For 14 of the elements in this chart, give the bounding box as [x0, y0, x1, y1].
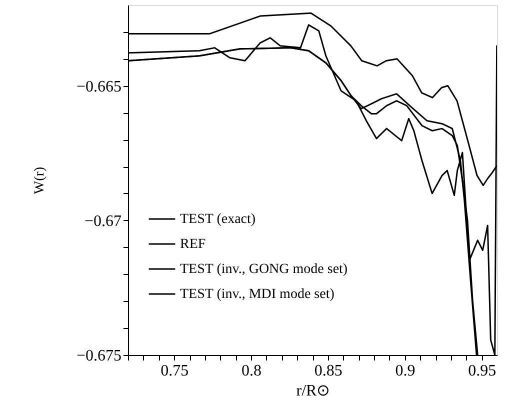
legend-label: REF [180, 237, 206, 252]
legend-label: TEST (exact) [180, 212, 256, 227]
x-tick-label: 0.75 [160, 362, 189, 380]
y-tick-label: −0.665 [76, 78, 122, 96]
x-tick-label: 0.8 [242, 362, 262, 380]
legend-label: TEST (inv., MDI mode set) [180, 287, 335, 302]
x-tick-label: 0.9 [395, 362, 416, 380]
x-tick-label: 0.85 [314, 362, 342, 380]
y-tick-label: −0.67 [84, 212, 122, 230]
y-tick-label: −0.675 [76, 348, 122, 364]
legend-label: TEST (inv., GONG mode set) [180, 262, 348, 277]
y-axis-title: W(r) [32, 166, 48, 194]
x-axis-title: r/R⊙ [296, 382, 330, 400]
x-tick-label: 0.95 [468, 362, 496, 380]
